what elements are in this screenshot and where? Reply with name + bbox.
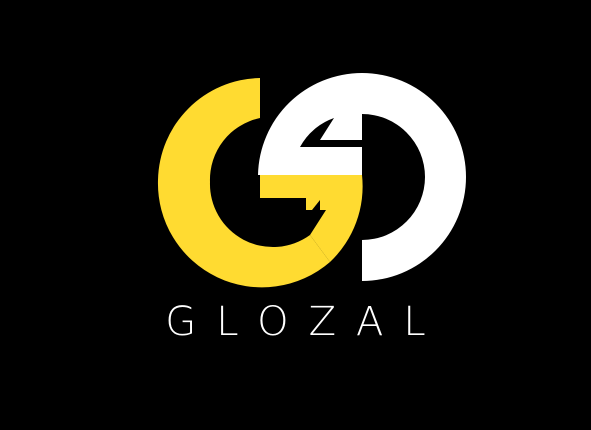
brand-wordmark: GLOZAL: [165, 299, 446, 345]
yellow-ring-shape: [157, 78, 330, 288]
white-hook-shape: [258, 73, 362, 175]
yellow-inner-shape: [260, 175, 363, 262]
white-ring-shape: [362, 73, 466, 281]
notch-shape: [304, 200, 320, 220]
